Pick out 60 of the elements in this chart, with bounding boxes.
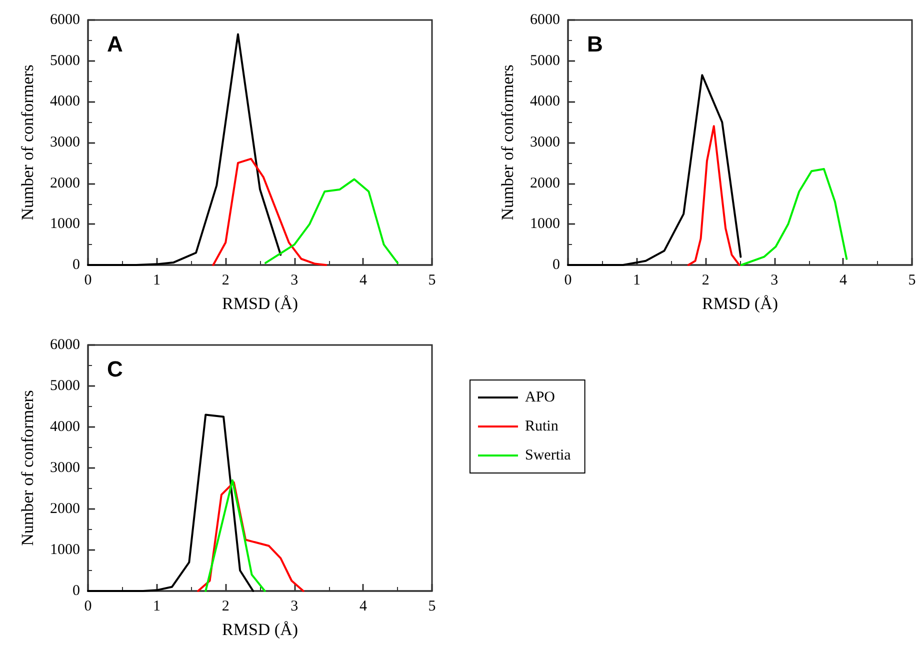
y-tick-label: 5000 <box>50 52 80 69</box>
legend-label: Rutin <box>525 418 559 434</box>
y-tick-label: 3000 <box>50 134 80 150</box>
line-series <box>87 414 254 592</box>
y-tick-label: 1000 <box>530 216 560 232</box>
x-tick-label: 3 <box>290 598 298 614</box>
y-tick-label: 5000 <box>50 378 80 394</box>
y-tick-label: 4000 <box>50 94 80 110</box>
line-series <box>740 168 848 266</box>
y-tick-label: 2000 <box>50 501 80 517</box>
legend-label: Swertia <box>525 448 572 464</box>
x-tick-label: 5 <box>908 272 916 288</box>
x-axis-title: RMSD (Å) <box>222 620 298 639</box>
y-tick-label: 3000 <box>530 134 560 150</box>
y-tick-label: 4000 <box>50 419 80 435</box>
y-tick-label: 5000 <box>530 52 560 69</box>
y-axis-title: Number of conformers <box>18 390 37 546</box>
y-tick-label: 6000 <box>50 337 80 353</box>
y-tick-label: 2000 <box>530 175 560 192</box>
y-tick-label: 6000 <box>530 12 560 28</box>
y-tick-label: 2000 <box>50 175 80 192</box>
x-tick-label: 3 <box>770 272 778 288</box>
line-series <box>197 481 304 592</box>
x-tick-label: 4 <box>359 598 368 614</box>
x-tick-label: 1 <box>153 272 161 288</box>
y-axis-title: Number of conformers <box>498 64 517 220</box>
text: B <box>587 32 603 56</box>
line-series <box>212 158 328 266</box>
line-series <box>567 74 742 266</box>
x-axis-title: RMSD (Å) <box>222 294 298 313</box>
x-tick-label: 0 <box>84 272 92 288</box>
legend-label: APO <box>525 390 556 406</box>
x-tick-label: 1 <box>633 272 641 288</box>
y-tick-label: 4000 <box>530 94 560 110</box>
x-tick-label: 4 <box>359 272 368 288</box>
line-series <box>204 479 266 592</box>
y-tick-label: 1000 <box>50 216 80 232</box>
text: C <box>107 356 123 382</box>
y-tick-label: 6000 <box>50 12 80 28</box>
x-tick-label: 3 <box>290 272 298 288</box>
x-tick-label: 5 <box>428 272 436 288</box>
y-tick-label: 1000 <box>50 542 80 558</box>
y-tick-label: 0 <box>72 257 80 273</box>
y-tick-label: 3000 <box>50 460 80 476</box>
y-tick-label: 0 <box>552 257 560 273</box>
x-tick-label: 0 <box>84 598 92 614</box>
x-axis-title: RMSD (Å) <box>702 294 778 313</box>
text: A <box>107 32 123 56</box>
line-series <box>264 178 399 264</box>
y-axis-title: Number of conformers <box>18 64 37 220</box>
x-tick-label: 2 <box>702 272 710 288</box>
x-tick-label: 1 <box>153 598 161 614</box>
y-tick-label: 0 <box>72 583 80 599</box>
x-tick-label: 2 <box>222 598 230 614</box>
x-tick-label: 2 <box>222 272 230 288</box>
x-tick-label: 4 <box>839 272 848 288</box>
x-tick-label: 5 <box>428 598 436 614</box>
line-series <box>687 125 740 266</box>
x-tick-label: 0 <box>564 272 572 288</box>
line-series <box>87 33 282 266</box>
